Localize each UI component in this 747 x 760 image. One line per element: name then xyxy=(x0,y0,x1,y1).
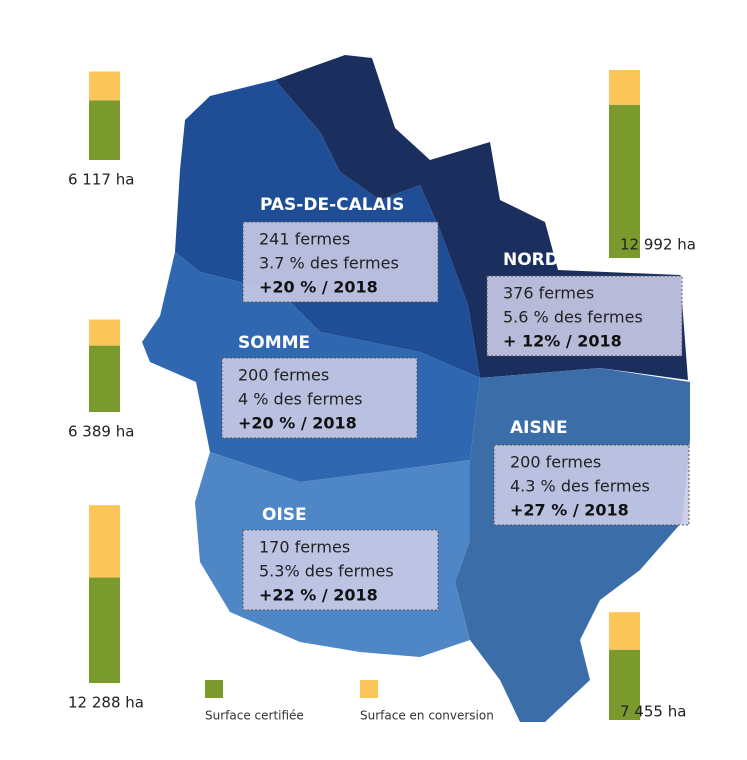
bar-total: 12 992 ha xyxy=(620,236,696,254)
farm-count: 200 fermes xyxy=(238,366,329,385)
info-box xyxy=(486,275,683,357)
farm-count: 376 fermes xyxy=(503,284,594,303)
region-name: OISE xyxy=(262,505,307,525)
farm-change: + 12% / 2018 xyxy=(503,332,622,351)
farm-share: 3.7 % des fermes xyxy=(259,254,399,273)
region-name: NORD xyxy=(503,250,559,270)
bar-certified xyxy=(609,649,640,720)
farm-change: +20 % / 2018 xyxy=(238,414,357,433)
farm-share: 4.3 % des fermes xyxy=(510,477,650,496)
farm-share: 5.6 % des fermes xyxy=(503,308,643,327)
region-name: SOMME xyxy=(238,333,310,353)
bar-conversion xyxy=(609,70,640,105)
farm-share: 4 % des fermes xyxy=(238,390,363,409)
bar-certified xyxy=(89,100,120,160)
bar-total: 7 455 ha xyxy=(620,703,686,721)
info-box xyxy=(493,444,690,526)
bar-conversion xyxy=(609,612,640,650)
info-box xyxy=(221,357,418,439)
farm-share: 5.3% des fermes xyxy=(259,562,394,581)
farm-count: 170 fermes xyxy=(259,538,350,557)
farm-change: +20 % / 2018 xyxy=(259,278,378,297)
farm-change: +27 % / 2018 xyxy=(510,501,629,520)
legend-label: Surface certifiée xyxy=(205,709,304,723)
legend-swatch xyxy=(360,680,378,698)
bar-conversion xyxy=(89,71,120,101)
bar-total: 12 288 ha xyxy=(68,694,144,712)
farm-change: +22 % / 2018 xyxy=(259,586,378,605)
bar-total: 6 389 ha xyxy=(68,423,134,441)
region-shape xyxy=(455,368,690,722)
bar-certified xyxy=(89,345,120,412)
region-name: AISNE xyxy=(510,418,568,438)
region-name: PAS-DE-CALAIS xyxy=(260,195,404,215)
info-box xyxy=(242,529,439,611)
farm-count: 241 fermes xyxy=(259,230,350,249)
bar-conversion xyxy=(89,505,120,578)
bar-certified xyxy=(89,577,120,683)
legend-label: Surface en conversion xyxy=(360,709,494,723)
legend-swatch xyxy=(205,680,223,698)
info-box xyxy=(242,221,439,303)
farm-count: 200 fermes xyxy=(510,453,601,472)
bar-total: 6 117 ha xyxy=(68,171,134,189)
bar-certified xyxy=(609,104,640,258)
bar-conversion xyxy=(89,319,120,346)
